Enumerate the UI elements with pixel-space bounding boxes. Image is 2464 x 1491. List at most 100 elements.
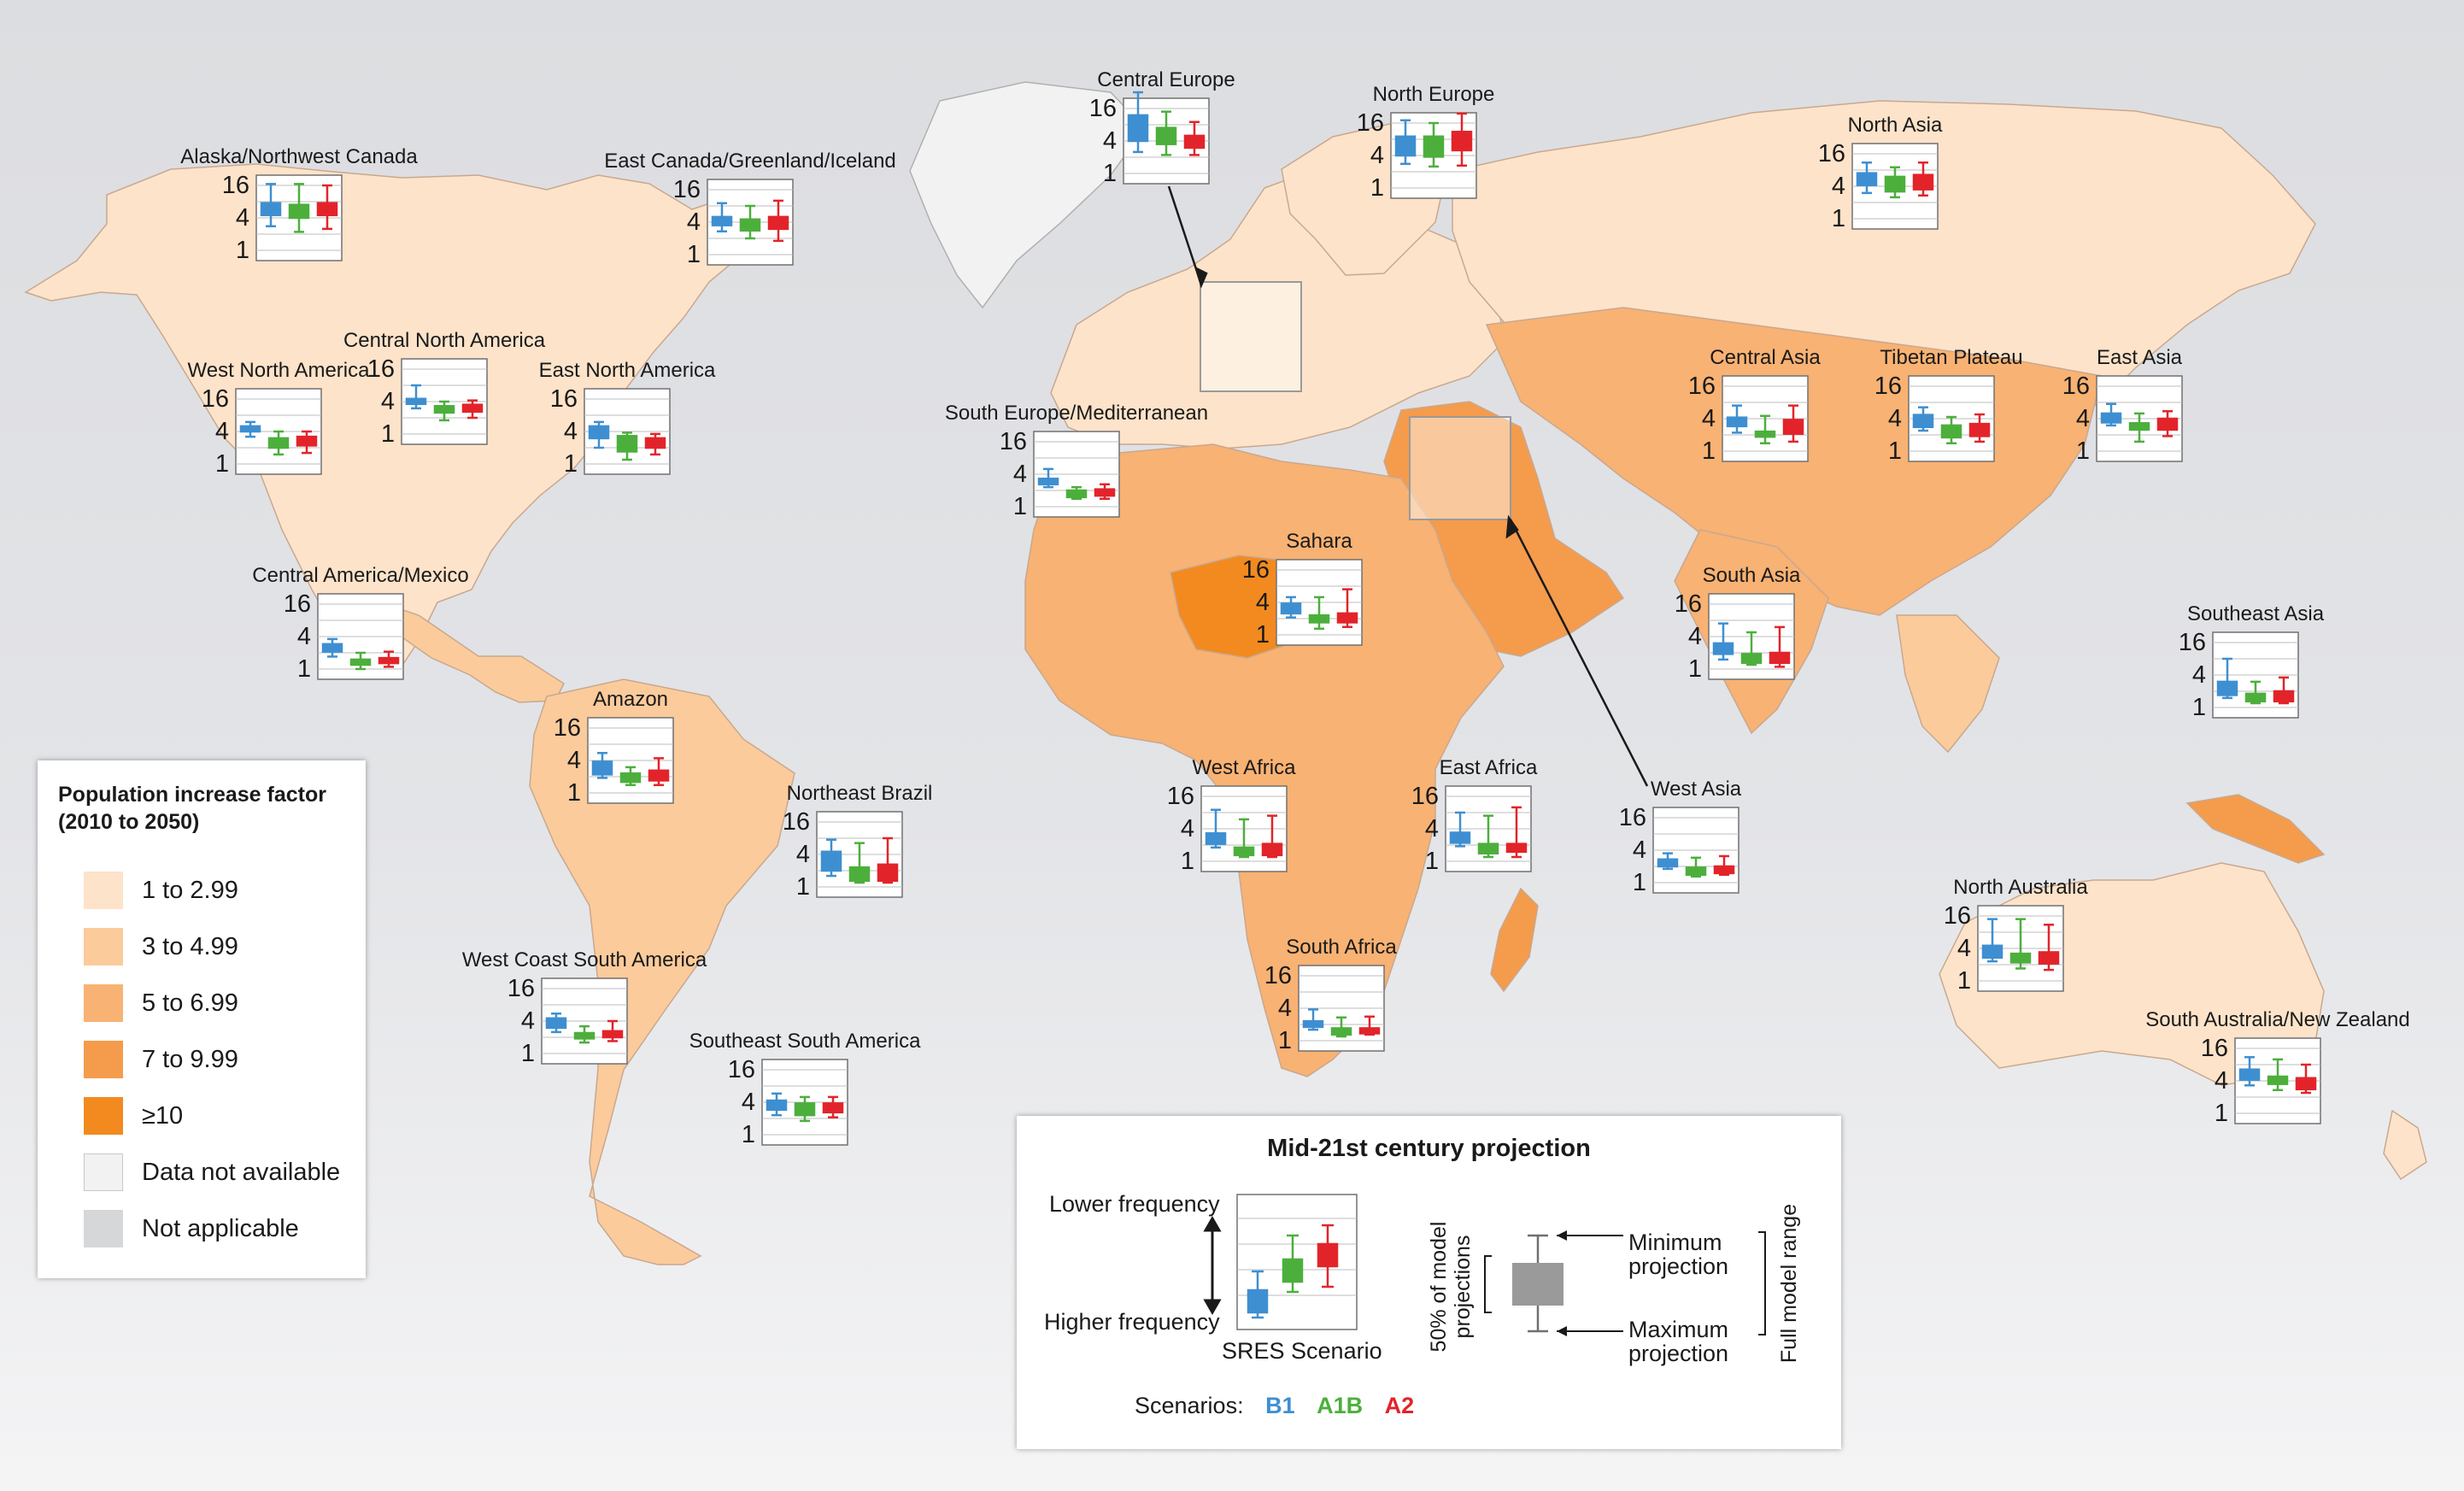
y-tick-label: 16 xyxy=(1874,373,1902,400)
y-tick-label: 16 xyxy=(1688,373,1716,400)
region-chart: Amazon 16 4 1 xyxy=(554,688,674,807)
box-a1b xyxy=(2244,680,2267,705)
box-a2 xyxy=(461,399,484,420)
y-tick-label: 4 xyxy=(1633,836,1646,864)
y-tick-label: 4 xyxy=(2192,661,2206,689)
y-tick-label: 1 xyxy=(2215,1100,2228,1127)
box-a1b xyxy=(739,204,761,240)
explainer-title: Mid-21st century projection xyxy=(1267,1135,1591,1162)
box-a1b xyxy=(1233,818,1255,859)
population-legend: Population increase factor (2010 to 2050… xyxy=(38,760,366,1278)
box-b1 xyxy=(260,183,282,228)
box-a1b xyxy=(1685,856,1707,878)
new-guinea-land xyxy=(2185,794,2326,864)
box-a2 xyxy=(1505,806,1528,859)
fifty-percent-label: 50% of model projections xyxy=(1427,1222,1475,1353)
region-chart: South Africa 16 4 1 xyxy=(1264,936,1398,1054)
region-chart: Sahara 16 4 1 xyxy=(1242,530,1363,649)
box-b1 xyxy=(2216,657,2238,700)
box-a1b xyxy=(794,1095,816,1123)
legend-title: Population increase factor (2010 to 2050… xyxy=(58,783,326,834)
box-b1 xyxy=(820,838,842,878)
y-tick-label: 16 xyxy=(1675,590,1702,618)
box-b1 xyxy=(1127,91,1149,154)
box-a1b xyxy=(1065,485,1088,501)
region-chart: Southeast Asia 16 4 1 xyxy=(2179,602,2325,721)
box-a2 xyxy=(1782,404,1804,443)
lower-frequency-label: Lower frequency xyxy=(1049,1191,1220,1217)
region-title: Southeast Asia xyxy=(2187,602,2325,625)
region-title: East North America xyxy=(539,359,716,382)
west-asia-region-outline xyxy=(1409,416,1511,520)
box-b1 xyxy=(1912,406,1934,432)
region-chart: Central Asia 16 4 1 xyxy=(1688,346,1822,465)
box-b1 xyxy=(239,420,261,438)
region-title: Amazon xyxy=(593,688,668,711)
scenario-a2: A2 xyxy=(1384,1393,1415,1418)
y-tick-label: 4 xyxy=(1957,935,1971,962)
region-title: East Africa xyxy=(1440,756,1538,779)
y-tick-label: 1 xyxy=(1181,848,1194,875)
legend-label: 3 to 4.99 xyxy=(142,933,238,960)
legend-label: ≥10 xyxy=(142,1102,184,1130)
svg-text:50% of model: 50% of model xyxy=(1427,1222,1451,1353)
box-a1b xyxy=(1754,414,1776,445)
y-tick-label: 4 xyxy=(687,208,701,236)
box-b1 xyxy=(2238,1056,2261,1087)
box-a1b xyxy=(1423,121,1445,168)
region-chart: North Australia 16 4 1 xyxy=(1944,876,2089,995)
box-a1b xyxy=(1940,415,1962,445)
leader-arrows xyxy=(1167,185,1649,787)
box-b1 xyxy=(766,1092,788,1117)
box-a2 xyxy=(316,184,338,231)
svg-text:projections: projections xyxy=(1451,1236,1475,1339)
y-tick-label: 4 xyxy=(2215,1067,2228,1095)
y-tick-label: 16 xyxy=(550,385,578,413)
box-b1 xyxy=(1657,852,1679,871)
region-chart: Alaska/Northwest Canada 16 4 1 xyxy=(180,145,418,264)
box-b1 xyxy=(1449,811,1471,848)
region-title: West Coast South America xyxy=(462,948,707,971)
region-chart: Southeast South America 16 4 1 xyxy=(689,1030,921,1148)
region-title: West North America xyxy=(188,359,371,382)
region-title: West Africa xyxy=(1193,756,1297,779)
box-a2 xyxy=(1451,112,1473,167)
box-a1b xyxy=(1884,166,1906,199)
scenario-b1: B1 xyxy=(1265,1393,1295,1418)
legend-label: 1 to 2.99 xyxy=(142,877,238,904)
box-b1 xyxy=(1856,161,1878,195)
projection-explainer: Mid-21st century projection Lower freque… xyxy=(1017,1116,1841,1449)
region-title: South Europe/Mediterranean xyxy=(945,402,1208,425)
region-chart: West Coast South America 16 4 1 xyxy=(462,948,707,1067)
y-tick-label: 1 xyxy=(796,873,810,901)
box-a2 xyxy=(2295,1063,2317,1095)
box-a2 xyxy=(644,432,666,456)
box-a2 xyxy=(767,199,789,243)
y-tick-label: 1 xyxy=(1888,437,1902,465)
region-title: Central North America xyxy=(343,329,546,352)
box-b1 xyxy=(1037,467,1059,489)
central-europe-region-outline xyxy=(1200,281,1302,392)
y-tick-label: 16 xyxy=(367,355,395,383)
y-tick-label: 1 xyxy=(687,241,701,268)
scenarios-label: Scenarios: xyxy=(1135,1393,1244,1418)
region-chart: Central America/Mexico 16 4 1 xyxy=(252,564,468,683)
legend-label: 5 to 6.99 xyxy=(142,989,238,1017)
region-chart: South Europe/Mediterranean 16 4 1 xyxy=(945,402,1208,520)
region-chart: East North America 16 4 1 xyxy=(539,359,716,478)
minimum-projection-label: Minimum projection xyxy=(1628,1230,1729,1279)
y-tick-label: 4 xyxy=(1278,995,1292,1022)
y-tick-label: 4 xyxy=(1688,623,1702,650)
madagascar-land xyxy=(1490,887,1539,993)
region-title: Sahara xyxy=(1286,530,1352,553)
box-b1 xyxy=(1726,404,1748,434)
box-anatomy xyxy=(1484,1230,1766,1336)
legend-item: Not applicable xyxy=(84,1210,357,1251)
box-a2 xyxy=(2273,676,2295,705)
y-tick-label: 4 xyxy=(1181,815,1194,842)
box-b1 xyxy=(321,637,343,658)
box-a2 xyxy=(1713,854,1735,877)
y-tick-label: 1 xyxy=(1256,621,1270,649)
